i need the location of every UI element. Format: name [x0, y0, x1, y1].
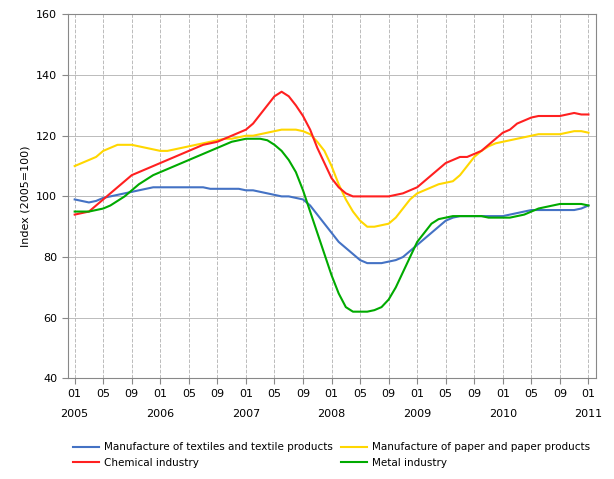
- Chemical industry: [71, 212, 79, 217]
- Metal industry: [243, 136, 250, 142]
- Metal industry: [335, 291, 343, 297]
- Chemical industry: [278, 89, 286, 95]
- Text: 2011: 2011: [574, 410, 602, 419]
- Manufacture of paper and paper products: [335, 182, 343, 187]
- Chemical industry: [585, 112, 592, 117]
- Text: 2010: 2010: [489, 410, 517, 419]
- Line: Metal industry: Metal industry: [75, 139, 588, 312]
- Metal industry: [549, 203, 556, 208]
- Text: 2008: 2008: [317, 410, 346, 419]
- Text: 2006: 2006: [146, 410, 174, 419]
- Y-axis label: Index (2005=100): Index (2005=100): [20, 146, 31, 247]
- Text: 2007: 2007: [232, 410, 260, 419]
- Chemical industry: [542, 113, 550, 119]
- Manufacture of textiles and textile products: [335, 239, 343, 245]
- Manufacture of textiles and textile products: [363, 260, 371, 266]
- Line: Manufacture of textiles and textile products: Manufacture of textiles and textile prod…: [75, 187, 588, 263]
- Text: 2009: 2009: [403, 410, 431, 419]
- Chemical industry: [185, 148, 193, 154]
- Chemical industry: [243, 127, 250, 133]
- Metal industry: [585, 203, 592, 208]
- Metal industry: [527, 209, 535, 215]
- Chemical industry: [521, 118, 528, 124]
- Metal industry: [513, 213, 521, 219]
- Manufacture of paper and paper products: [185, 143, 193, 149]
- Manufacture of textiles and textile products: [249, 187, 257, 193]
- Chemical industry: [335, 184, 343, 190]
- Metal industry: [249, 136, 257, 142]
- Text: 2005: 2005: [61, 410, 89, 419]
- Manufacture of paper and paper products: [527, 133, 535, 138]
- Manufacture of textiles and textile products: [192, 184, 200, 190]
- Manufacture of paper and paper products: [71, 163, 79, 169]
- Manufacture of textiles and textile products: [513, 210, 521, 216]
- Legend: Manufacture of textiles and textile products, Chemical industry, Manufacture of : Manufacture of textiles and textile prod…: [69, 438, 594, 472]
- Manufacture of paper and paper products: [585, 130, 592, 136]
- Line: Chemical industry: Chemical industry: [75, 92, 588, 215]
- Manufacture of textiles and textile products: [549, 207, 556, 213]
- Chemical industry: [507, 127, 514, 133]
- Manufacture of textiles and textile products: [149, 184, 157, 190]
- Metal industry: [185, 157, 193, 163]
- Manufacture of textiles and textile products: [71, 196, 79, 202]
- Manufacture of textiles and textile products: [527, 207, 535, 213]
- Manufacture of textiles and textile products: [585, 203, 592, 208]
- Manufacture of paper and paper products: [278, 127, 286, 133]
- Manufacture of paper and paper products: [513, 136, 521, 142]
- Metal industry: [349, 309, 357, 315]
- Line: Manufacture of paper and paper products: Manufacture of paper and paper products: [75, 130, 588, 227]
- Metal industry: [71, 209, 79, 215]
- Manufacture of paper and paper products: [243, 133, 250, 138]
- Manufacture of paper and paper products: [549, 131, 556, 137]
- Manufacture of paper and paper products: [363, 224, 371, 229]
